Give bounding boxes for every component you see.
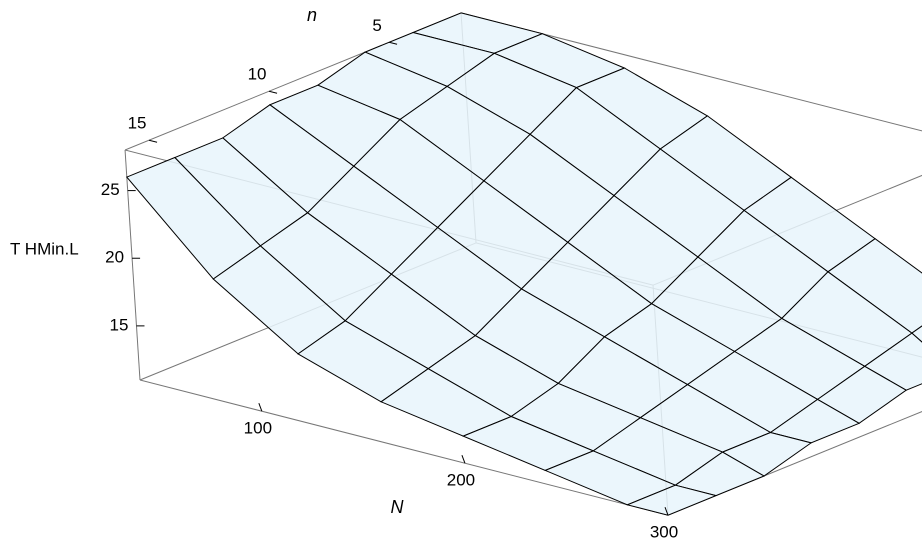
y-tick <box>388 41 398 45</box>
box-edge <box>460 12 922 132</box>
z-tick-label: 20 <box>105 248 124 267</box>
y-tick <box>268 90 278 94</box>
z-tick-label: 25 <box>101 180 120 199</box>
z-axis-label: T HMin.L <box>10 239 79 258</box>
y-tick <box>148 139 158 143</box>
x-tick-label: 200 <box>447 471 475 490</box>
y-tick-label: 15 <box>128 114 147 133</box>
surface-patch <box>911 325 922 343</box>
x-tick-label: 300 <box>650 523 678 542</box>
surface-patch <box>625 484 718 516</box>
box-edge <box>124 149 141 381</box>
z-tick-label: 15 <box>110 315 129 334</box>
y-axis-label: n <box>307 5 317 25</box>
x-tick <box>258 403 263 412</box>
x-tick <box>664 506 669 516</box>
box-edge <box>139 379 669 516</box>
x-tick-label: 100 <box>244 419 272 438</box>
y-tick-label: 10 <box>248 65 267 84</box>
x-axis-label: N <box>391 497 405 517</box>
x-tick <box>461 455 466 464</box>
y-tick-label: 5 <box>372 16 381 35</box>
